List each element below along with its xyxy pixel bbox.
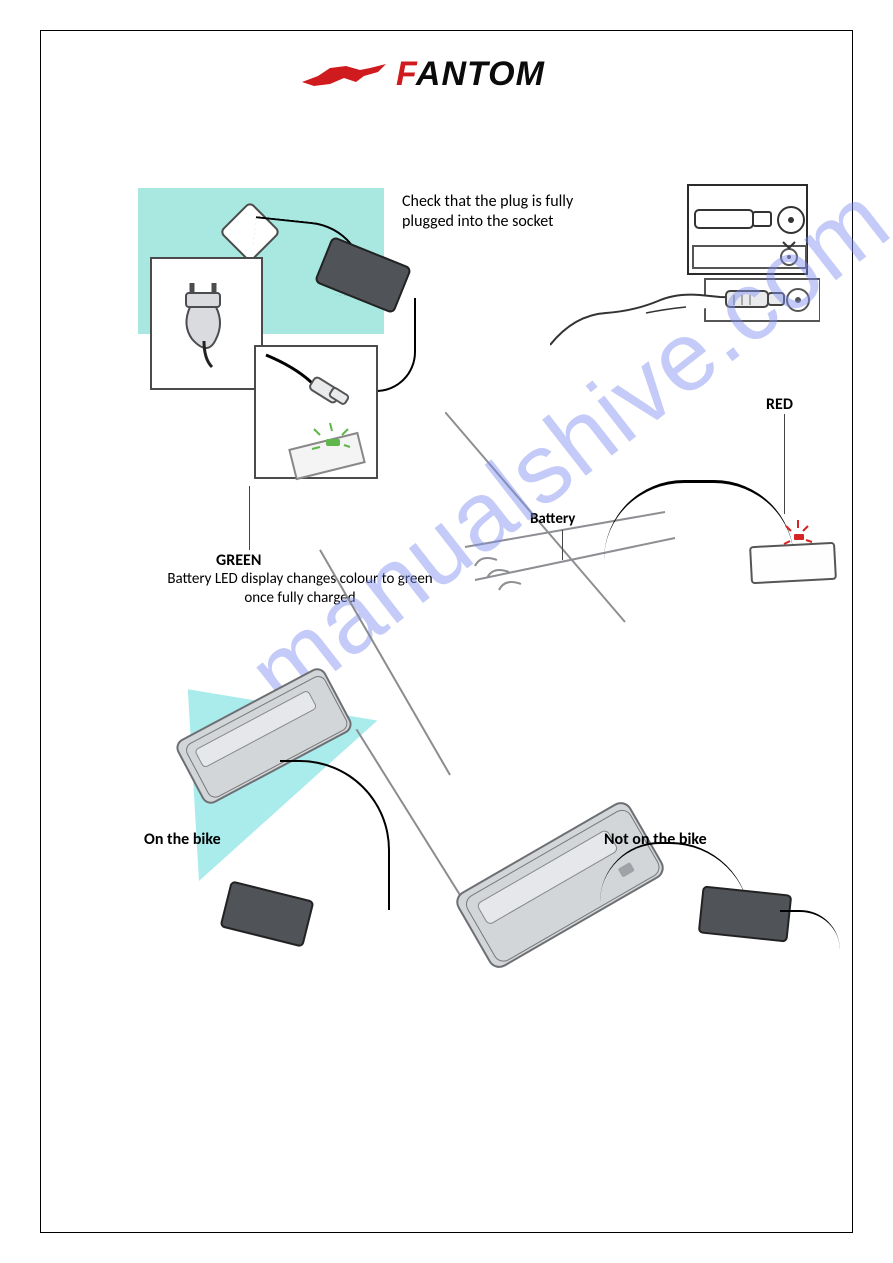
plug-instruction-text: Check that the plug is fully plugged int… [402,192,612,232]
brand-rest: ANTOM [416,55,545,93]
socket-inset-box [687,184,808,275]
green-led-label: GREEN [216,551,261,570]
charger-brick-icon [698,885,793,942]
brand-first-letter: F [396,55,416,93]
callout-line [784,414,785,514]
not-on-bike-label: Not on the bike [604,830,707,849]
brand-text: FANTOM [396,55,545,94]
hand-plugging-icon [550,273,820,363]
green-led-description: Battery LED display changes colour to gr… [155,570,445,608]
battery-label: Battery [530,510,575,528]
panther-icon [300,60,390,90]
callout-line [249,486,250,550]
red-led-label: RED [766,395,793,414]
led-inset-box [254,345,378,479]
on-bike-label: On the bike [144,830,221,849]
barrel-plug-icon [256,347,380,481]
barrel-socket-icon [689,186,810,277]
plug-icon [172,279,242,369]
brand-logo: FANTOM [300,55,545,94]
plug-inset-box [150,257,263,390]
callout-line [562,530,563,560]
red-led-icon [778,518,818,563]
